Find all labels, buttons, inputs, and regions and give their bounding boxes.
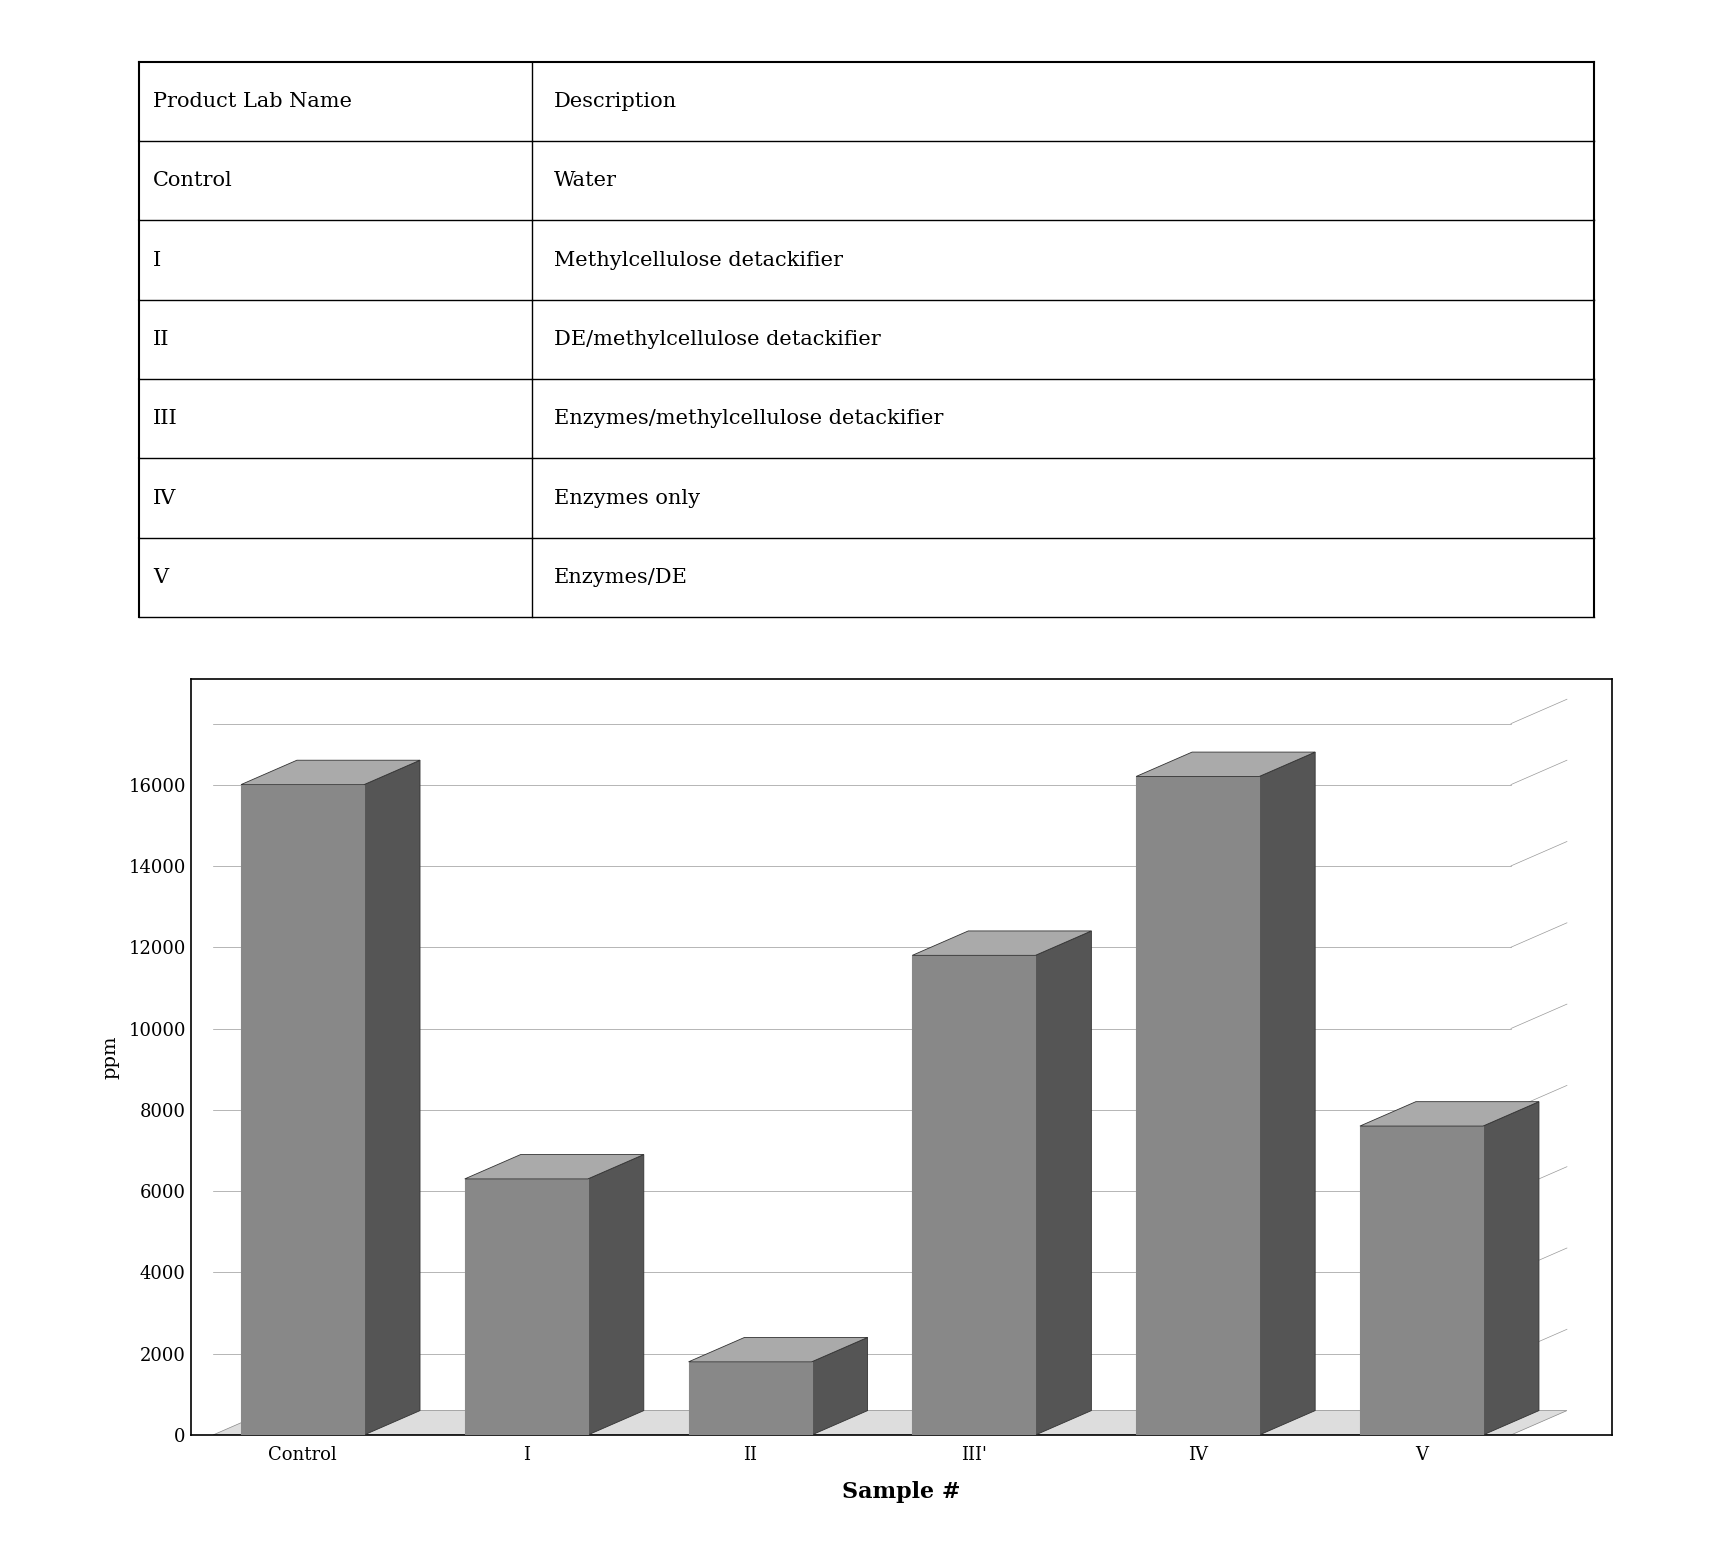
Polygon shape <box>911 930 1091 955</box>
Polygon shape <box>364 761 419 1435</box>
Text: Water: Water <box>553 171 617 190</box>
Text: Enzymes/methylcellulose detackifier: Enzymes/methylcellulose detackifier <box>553 409 942 429</box>
Polygon shape <box>811 1338 868 1435</box>
X-axis label: Sample #: Sample # <box>842 1481 960 1503</box>
Text: Description: Description <box>553 93 675 111</box>
Bar <box>241 784 364 1435</box>
Text: Enzymes/DE: Enzymes/DE <box>553 568 688 586</box>
Polygon shape <box>213 1410 1566 1435</box>
Text: I: I <box>152 250 161 270</box>
Bar <box>464 1179 587 1435</box>
Text: Enzymes only: Enzymes only <box>553 489 700 508</box>
Bar <box>1360 1126 1483 1435</box>
Polygon shape <box>1259 751 1315 1435</box>
Text: Methylcellulose detackifier: Methylcellulose detackifier <box>553 250 842 270</box>
Bar <box>688 1362 811 1435</box>
Polygon shape <box>1360 1102 1538 1126</box>
Bar <box>911 955 1034 1435</box>
Bar <box>1136 776 1259 1435</box>
Text: DE/methylcellulose detackifier: DE/methylcellulose detackifier <box>553 330 880 349</box>
Polygon shape <box>1034 930 1091 1435</box>
Text: Control: Control <box>152 171 232 190</box>
Polygon shape <box>241 761 419 784</box>
Y-axis label: ppm: ppm <box>102 1035 120 1079</box>
Polygon shape <box>1483 1102 1538 1435</box>
Text: V: V <box>152 568 168 586</box>
Text: III: III <box>152 409 178 429</box>
Polygon shape <box>1136 751 1315 776</box>
Polygon shape <box>688 1338 868 1362</box>
Text: Product Lab Name: Product Lab Name <box>152 93 352 111</box>
Polygon shape <box>464 1154 643 1179</box>
Polygon shape <box>587 1154 643 1435</box>
Text: II: II <box>152 330 170 349</box>
Text: IV: IV <box>152 489 177 508</box>
